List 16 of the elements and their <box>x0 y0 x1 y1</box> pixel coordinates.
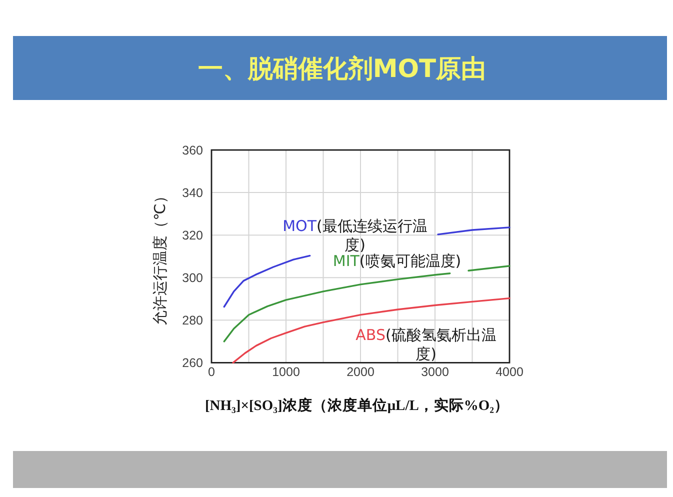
y-tick-label: 340 <box>182 186 204 200</box>
y-tick-label: 300 <box>182 271 204 286</box>
series-label: ABS(硫酸氢氨析出温度) <box>356 326 496 363</box>
x-tick-label: 2000 <box>346 365 374 379</box>
x-tick-label: 3000 <box>421 365 449 379</box>
x-tick-label: 1000 <box>272 365 300 379</box>
x-tick-label: 0 <box>208 365 216 379</box>
x-tick-label: 4000 <box>496 365 524 379</box>
y-tick-label: 260 <box>182 356 204 370</box>
series-label: MIT(喷氨可能温度) <box>332 252 462 270</box>
y-tick-label: 360 <box>182 144 204 158</box>
chart-title: 一、脱硝催化剂MOT原由 <box>198 54 486 83</box>
x-axis-title: [NH₃]×[SO₃]浓度（浓度单位μL/L，实际%O₂） <box>204 396 510 414</box>
y-tick-label: 320 <box>182 228 204 243</box>
y-axis-title: 允许运行温度（℃） <box>151 188 169 326</box>
y-tick-label: 280 <box>182 314 204 328</box>
